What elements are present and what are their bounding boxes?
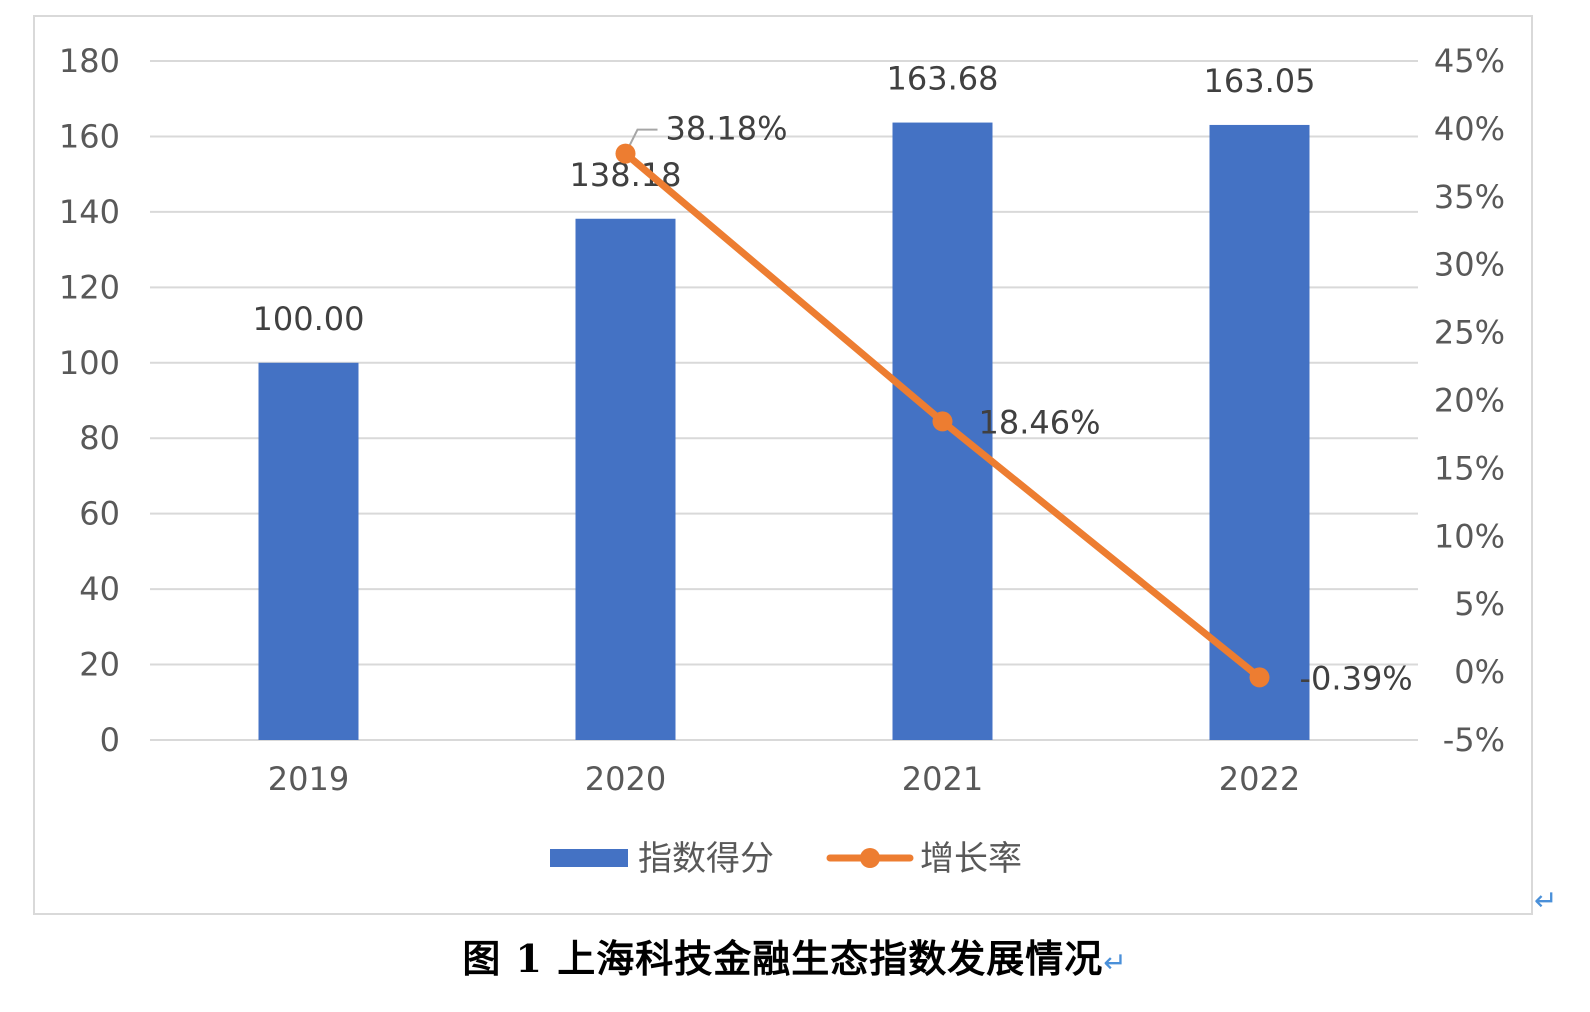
- line-point: [615, 143, 636, 164]
- y-right-tick-label: 15%: [1434, 449, 1505, 487]
- caption-text: 图 1 上海科技金融生态指数发展情况: [462, 936, 1104, 981]
- legend-bar-label: 指数得分: [638, 839, 774, 879]
- bar: [1209, 124, 1310, 741]
- legend-line-label: 增长率: [920, 839, 1022, 879]
- line-data-label: 18.46%: [979, 403, 1101, 441]
- legend-line-marker: [860, 848, 880, 868]
- y-left-tick-label: 160: [59, 117, 120, 155]
- y-left-tick-label: 80: [79, 419, 120, 457]
- bar-data-label: 100.00: [253, 300, 365, 338]
- bar-data-label: 163.05: [1204, 62, 1316, 100]
- y-right-tick-label: 35%: [1434, 178, 1505, 216]
- line-point: [1249, 667, 1270, 688]
- y-left-tick-label: 100: [59, 344, 120, 382]
- x-tick-label: 2021: [902, 760, 983, 798]
- x-tick-label: 2022: [1219, 760, 1300, 798]
- paragraph-mark: ↵: [1103, 946, 1128, 979]
- x-tick-label: 2019: [268, 760, 349, 798]
- y-right-tick-label: 45%: [1434, 42, 1505, 80]
- y-left-tick-label: 180: [59, 42, 120, 80]
- y-right-tick-label: 25%: [1434, 314, 1505, 352]
- y-right-tick-label: 0%: [1454, 653, 1505, 691]
- x-tick-label: 2020: [585, 760, 666, 798]
- line-data-label: 38.18%: [666, 110, 788, 148]
- line-data-label: -0.39%: [1300, 659, 1413, 697]
- legend-bar-swatch: [550, 849, 628, 867]
- paragraph-mark: ↵: [1534, 884, 1558, 917]
- y-right-tick-label: 40%: [1434, 110, 1505, 148]
- y-right-tick-label: -5%: [1443, 721, 1505, 759]
- y-right-tick-label: 20%: [1434, 382, 1505, 420]
- bar-data-label: 163.68: [887, 60, 999, 98]
- y-right-tick-label: 5%: [1454, 585, 1505, 623]
- y-left-tick-label: 20: [79, 646, 120, 684]
- y-left-tick-label: 40: [79, 570, 120, 608]
- y-right-tick-label: 10%: [1434, 517, 1505, 555]
- line-point: [932, 411, 953, 432]
- y-left-tick-label: 60: [79, 495, 120, 533]
- y-right-tick-label: 30%: [1434, 246, 1505, 284]
- bar: [575, 218, 676, 740]
- bar: [258, 362, 359, 740]
- y-left-tick-label: 140: [59, 193, 120, 231]
- figure-caption: 图 1 上海科技金融生态指数发展情况↵: [0, 928, 1590, 983]
- y-left-tick-label: 0: [100, 721, 120, 759]
- y-left-tick-label: 120: [59, 268, 120, 306]
